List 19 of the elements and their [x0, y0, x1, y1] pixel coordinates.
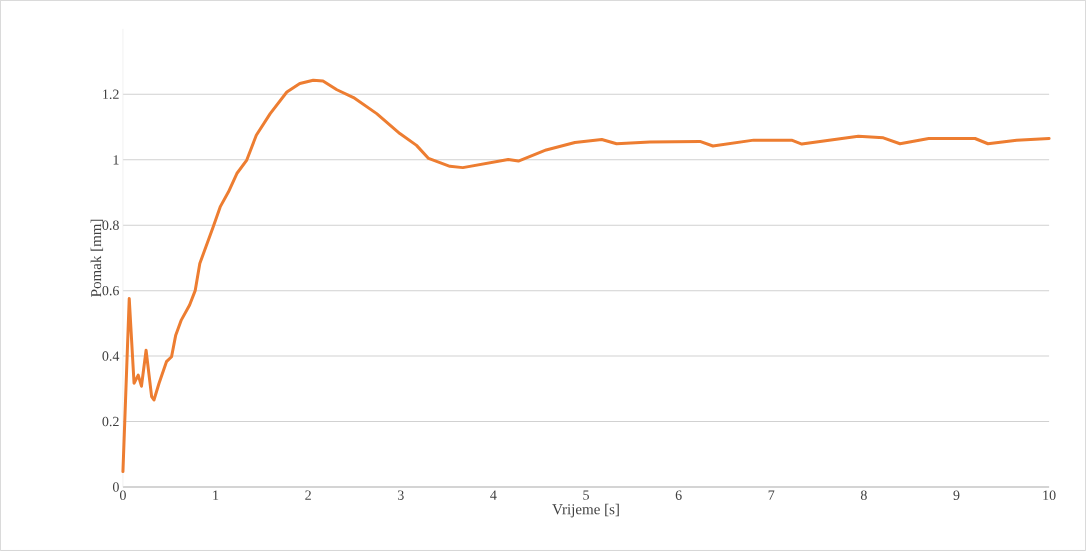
x-tick-label: 4 [490, 490, 497, 500]
y-tick-label: 0.6 [102, 285, 119, 296]
y-tick-label: 0 [112, 482, 119, 492]
y-tick-label: 1.2 [103, 89, 119, 100]
x-tick-label: 7 [768, 490, 775, 500]
x-tick-label: 1 [213, 490, 219, 500]
x-tick-label: 5 [583, 490, 589, 500]
y-tick-label: 1 [113, 155, 119, 165]
x-axis-title: Vrijeme [s] [552, 503, 619, 518]
y-tick-label: 0.8 [102, 220, 119, 231]
x-tick-label: 3 [397, 490, 404, 500]
x-tick-label: 10 [1043, 490, 1056, 500]
y-tick-label: 0.2 [102, 416, 119, 427]
x-tick-label: 6 [675, 490, 682, 500]
x-tick-label: 8 [860, 490, 867, 500]
y-tick-label: 0.4 [102, 351, 120, 361]
x-tick-label: 2 [305, 490, 311, 500]
x-tick-label: 9 [953, 490, 960, 500]
line-series [121, 78, 1051, 474]
